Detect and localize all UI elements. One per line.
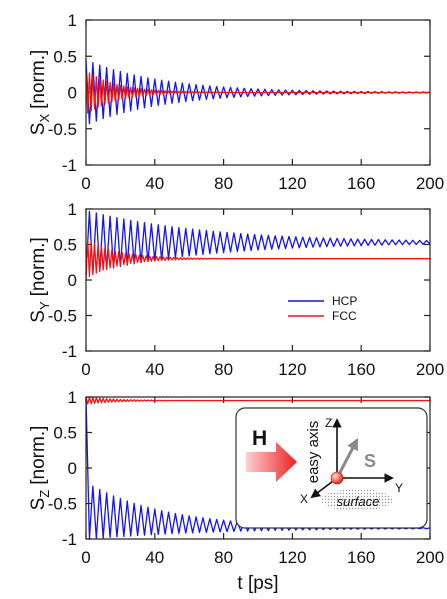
y-axis-label: SZ [norm.] xyxy=(28,426,52,511)
series-line xyxy=(85,210,431,275)
y-tick-label: 0.5 xyxy=(53,47,77,66)
y-tick-label: 0 xyxy=(68,84,77,103)
spin-label: S xyxy=(364,451,376,471)
series-line xyxy=(85,59,431,125)
y-tick-label: -0.5 xyxy=(48,120,77,139)
surface-label: surface xyxy=(337,494,380,509)
legend-label: FCC xyxy=(332,309,357,323)
y-tick-label: 0 xyxy=(68,271,77,290)
legend-label: HCP xyxy=(332,294,357,308)
x-tick-label: 80 xyxy=(214,548,233,567)
z-label: Z xyxy=(325,416,332,430)
x-tick-label: 80 xyxy=(214,360,233,379)
y-label-symbol: S xyxy=(28,310,49,323)
x-tick-label: 80 xyxy=(214,174,233,193)
spin-arrow xyxy=(335,437,359,479)
atom xyxy=(330,471,344,485)
y-tick-label: 1 xyxy=(68,388,77,407)
y-tick-label: -1 xyxy=(62,342,77,361)
plot-frame xyxy=(85,19,431,166)
inset: H easy axis Z Y X S surface xyxy=(235,407,428,529)
y-tick-label: -1 xyxy=(62,530,77,549)
y-label-subscript: Z xyxy=(37,490,52,498)
x-tick-label: 200 xyxy=(416,360,444,379)
y-label-subscript: Y xyxy=(37,301,52,310)
series-line xyxy=(85,239,430,279)
x-tick-label: 40 xyxy=(145,548,164,567)
surface-shade xyxy=(321,489,393,511)
y-label: Y xyxy=(395,481,403,495)
x-tick-label: 40 xyxy=(145,360,164,379)
y-tick-label: -1 xyxy=(62,156,77,175)
x-tick-label: 120 xyxy=(278,548,306,567)
y-label-unit: [norm.] xyxy=(28,50,49,109)
y-axis-label: SY [norm.] xyxy=(28,237,52,322)
x-tick-label: 0 xyxy=(81,548,90,567)
y-axis-label: SX [norm.] xyxy=(28,50,52,135)
x-tick-label: 200 xyxy=(416,548,444,567)
y-label-unit: [norm.] xyxy=(28,426,49,485)
x-tick-label: 40 xyxy=(145,174,164,193)
plot-frame xyxy=(85,208,431,352)
y-tick-label: -0.5 xyxy=(48,495,77,514)
y-label-unit: [norm.] xyxy=(28,237,49,296)
x-label: X xyxy=(300,492,308,506)
x-tick-label: 120 xyxy=(278,360,306,379)
y-tick-label: 1 xyxy=(68,200,77,219)
x-tick-label: 160 xyxy=(347,548,375,567)
series-line xyxy=(85,396,430,405)
field-label: H xyxy=(252,427,267,450)
field-arrow xyxy=(246,442,297,482)
y-tick-label: 0 xyxy=(68,459,77,478)
x-tick-label: 0 xyxy=(81,360,90,379)
x-tick-label: 160 xyxy=(347,360,375,379)
x-tick-label: 0 xyxy=(81,174,90,193)
x-tick-label: 120 xyxy=(278,174,306,193)
y-tick-label: -0.5 xyxy=(48,307,77,326)
y-label-subscript: X xyxy=(37,114,52,123)
y-label-symbol: S xyxy=(28,123,49,136)
plot-frame xyxy=(85,396,431,540)
y-tick-label: 1 xyxy=(68,11,77,30)
y-label-symbol: S xyxy=(28,498,49,511)
x-tick-label: 160 xyxy=(347,174,375,193)
y-tick-label: 0.5 xyxy=(53,424,77,443)
series-line xyxy=(85,70,430,114)
easy-axis-label: easy axis xyxy=(305,421,322,484)
y-tick-label: 0.5 xyxy=(53,236,77,255)
x-axis-label: t [ps] xyxy=(237,573,278,594)
x-tick-label: 200 xyxy=(416,174,444,193)
